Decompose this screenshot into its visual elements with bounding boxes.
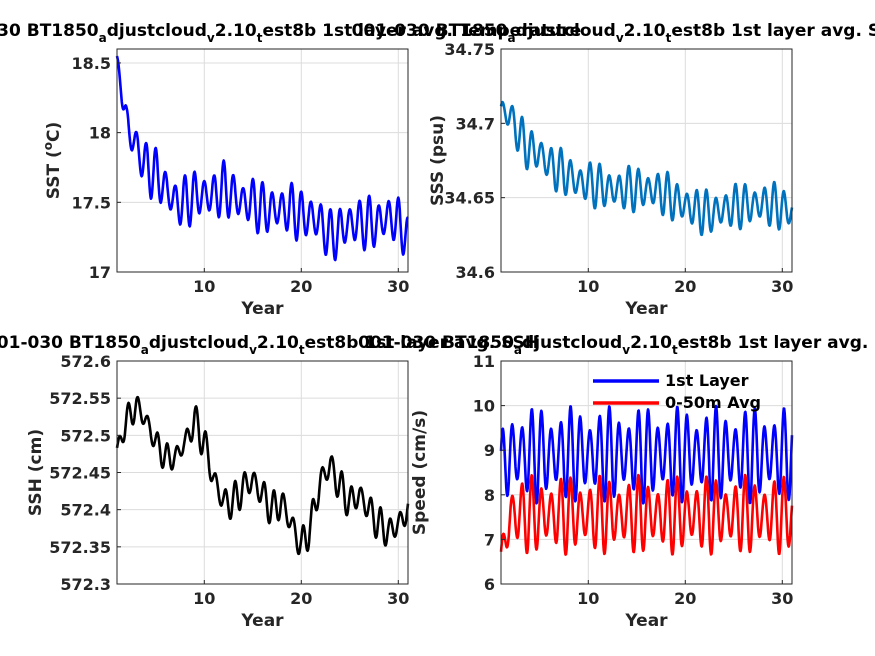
x-axis-label: Year <box>624 611 668 631</box>
y-tick-label: 6 <box>484 575 495 594</box>
series-line-1 <box>499 404 794 505</box>
chart-title: 001-030 BT1850adjustcloudv2.10test8b 1st… <box>0 21 581 45</box>
x-tick-label: 10 <box>193 589 215 608</box>
x-tick-label: 20 <box>674 589 696 608</box>
y-tick-label: 17.5 <box>72 193 111 212</box>
y-tick-label: 10 <box>473 397 495 416</box>
chart-title: 001-030 BT1850adjustcloudv2.10test8b 1st… <box>352 21 875 45</box>
y-tick-label: 34.75 <box>444 40 495 59</box>
x-tick-label: 20 <box>674 277 696 296</box>
chart-title: 001-030 BT1850adjustcloudv2.10test8b 1st… <box>0 333 539 357</box>
x-tick-label: 30 <box>387 277 409 296</box>
series-line-1 <box>115 55 409 262</box>
y-tick-label: 9 <box>484 441 495 460</box>
y-axis-label: Speed (cm/s) <box>410 410 430 535</box>
y-tick-label: 572.6 <box>60 352 111 371</box>
y-axis-label: SSH (cm) <box>26 429 46 516</box>
chart-title: 001-030 BT1850adjustcloudv2.10test8b 1st… <box>358 333 875 357</box>
y-tick-label: 17 <box>89 263 111 282</box>
y-tick-label: 572.4 <box>60 501 111 520</box>
y-tick-label: 34.65 <box>444 189 495 208</box>
series-line-1 <box>115 395 410 556</box>
y-tick-label: 572.35 <box>49 538 111 557</box>
y-tick-label: 34.7 <box>456 114 495 133</box>
x-tick-label: 20 <box>290 277 312 296</box>
plot-area <box>500 360 793 585</box>
plot-frame <box>500 360 793 585</box>
y-tick-label: 18 <box>89 124 111 143</box>
y-tick-label: 18.5 <box>72 54 111 73</box>
legend-label: 0-50m Avg <box>665 393 761 412</box>
x-tick-label: 10 <box>577 277 599 296</box>
x-tick-label: 20 <box>290 589 312 608</box>
x-axis-label: Year <box>240 611 284 631</box>
y-tick-label: 11 <box>473 352 495 371</box>
y-tick-label: 7 <box>484 530 495 549</box>
chart-panel-3: 10 20 30 572.3 572.35 572.4 572.45 572.5 572.55 5… <box>0 333 539 631</box>
plot-frame <box>116 48 409 273</box>
plot-frame <box>500 48 793 273</box>
x-tick-label: 10 <box>193 277 215 296</box>
y-axis-label: SSS (psu) <box>428 115 448 206</box>
y-tick-label: 572.5 <box>60 426 111 445</box>
legend-label: 1st Layer <box>665 371 749 390</box>
series-line-2 <box>499 473 794 556</box>
y-tick-label: 34.6 <box>456 263 495 282</box>
chart-panel-1: 10 20 30 17 17.5 18 18.5 Year SST (oC) 001-030 BT… <box>0 21 581 319</box>
y-tick-label: 572.45 <box>49 464 111 483</box>
chart-panel-4: 10 20 30 6 7 8 9 10 11 Year Speed (cm/s) 001-030 BT… <box>358 333 875 631</box>
x-tick-label: 30 <box>771 589 793 608</box>
x-tick-label: 30 <box>771 277 793 296</box>
x-axis-label: Year <box>240 299 284 319</box>
y-axis-label: SST (oC) <box>41 122 64 200</box>
x-tick-label: 10 <box>577 589 599 608</box>
x-axis-label: Year <box>624 299 668 319</box>
chart-panel-2: 10 20 30 34.6 34.65 34.7 34.75 Year SSS (psu) 001… <box>352 21 875 319</box>
plot-area <box>116 48 409 273</box>
y-tick-label: 572.3 <box>60 575 111 594</box>
y-tick-label: 8 <box>484 486 495 505</box>
x-tick-label: 30 <box>387 589 409 608</box>
y-tick-label: 572.55 <box>49 389 111 408</box>
series-line-1 <box>499 100 794 237</box>
